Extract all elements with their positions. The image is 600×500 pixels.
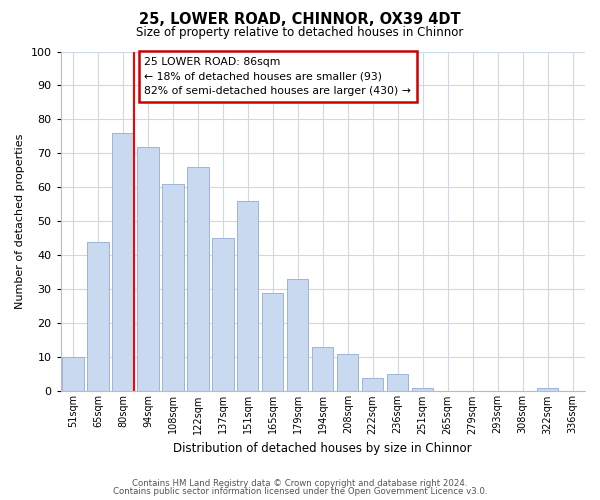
Bar — [62, 358, 83, 392]
Bar — [537, 388, 558, 392]
Bar — [163, 184, 184, 392]
Bar — [262, 293, 283, 392]
Y-axis label: Number of detached properties: Number of detached properties — [15, 134, 25, 309]
Text: 25 LOWER ROAD: 86sqm
← 18% of detached houses are smaller (93)
82% of semi-detac: 25 LOWER ROAD: 86sqm ← 18% of detached h… — [145, 56, 412, 96]
Bar — [237, 201, 259, 392]
Bar — [387, 374, 409, 392]
X-axis label: Distribution of detached houses by size in Chinnor: Distribution of detached houses by size … — [173, 442, 472, 455]
Bar — [137, 146, 158, 392]
Bar — [88, 242, 109, 392]
Bar — [362, 378, 383, 392]
Bar — [112, 133, 134, 392]
Text: Contains HM Land Registry data © Crown copyright and database right 2024.: Contains HM Land Registry data © Crown c… — [132, 478, 468, 488]
Bar — [187, 167, 209, 392]
Bar — [312, 347, 334, 392]
Bar — [287, 279, 308, 392]
Text: Contains public sector information licensed under the Open Government Licence v3: Contains public sector information licen… — [113, 487, 487, 496]
Bar — [412, 388, 433, 392]
Text: 25, LOWER ROAD, CHINNOR, OX39 4DT: 25, LOWER ROAD, CHINNOR, OX39 4DT — [139, 12, 461, 28]
Bar — [212, 238, 233, 392]
Bar — [337, 354, 358, 392]
Text: Size of property relative to detached houses in Chinnor: Size of property relative to detached ho… — [136, 26, 464, 39]
